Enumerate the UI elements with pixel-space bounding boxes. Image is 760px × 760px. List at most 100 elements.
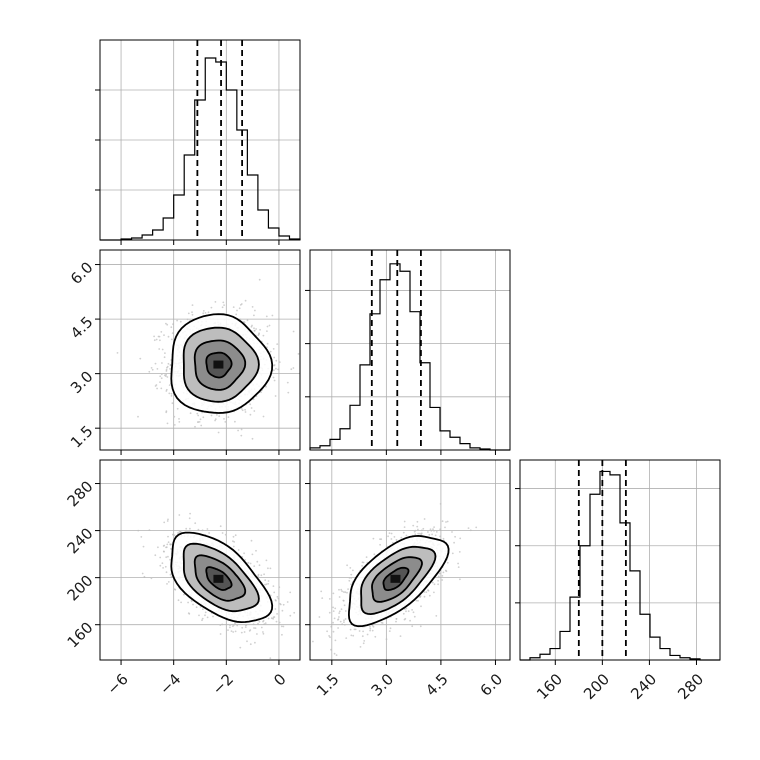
scatter-point	[343, 621, 345, 623]
scatter-point	[338, 616, 340, 618]
scatter-point	[221, 623, 224, 626]
scatter-point	[230, 630, 233, 632]
scatter-point	[252, 398, 255, 401]
scatter-point	[168, 392, 171, 395]
scatter-point	[330, 648, 332, 651]
scatter-point	[264, 583, 266, 586]
scatter-point	[259, 328, 261, 331]
scatter-point	[202, 310, 205, 312]
scatter-point	[164, 565, 167, 568]
scatter-point	[431, 533, 433, 536]
scatter-point	[153, 335, 156, 338]
scatter-point	[154, 362, 157, 365]
scatter-point	[342, 599, 345, 602]
scatter-point	[163, 374, 166, 377]
scatter-point	[272, 348, 275, 350]
y-tick-label: 6.0	[67, 258, 97, 288]
scatter-point	[334, 607, 337, 610]
scatter-point	[433, 530, 435, 532]
scatter-point	[353, 628, 356, 631]
y-tick-label: 240	[64, 524, 97, 557]
x-tick-label: 3.0	[368, 670, 398, 700]
scatter-point	[187, 601, 190, 604]
scatter-point	[158, 335, 161, 338]
x-tick-label: 200	[580, 670, 613, 703]
scatter-point	[262, 632, 265, 635]
scatter-point	[423, 591, 426, 593]
scatter-point	[373, 553, 376, 556]
scatter-point	[217, 431, 220, 434]
scatter-point	[171, 332, 174, 334]
x-tick-label: 280	[674, 670, 707, 703]
histogram-bars	[309, 263, 510, 451]
scatter-point	[286, 601, 289, 603]
scatter-point	[442, 537, 445, 540]
scatter-point	[279, 602, 281, 605]
scatter-point	[333, 652, 336, 655]
scatter-point	[445, 521, 447, 523]
scatter-point	[199, 418, 202, 421]
scatter-point	[188, 517, 191, 520]
scatter-point	[250, 539, 253, 542]
scatter-point	[172, 533, 174, 536]
scatter-point	[254, 641, 256, 644]
scatter-point	[275, 367, 277, 370]
scatter-point	[177, 599, 180, 602]
scatter-point	[165, 322, 167, 325]
scatter-point	[326, 630, 328, 633]
scatter-point	[204, 312, 207, 314]
scatter-point	[332, 630, 335, 633]
scatter-point	[372, 625, 375, 628]
scatter-point	[433, 526, 435, 528]
scatter-point	[201, 617, 204, 620]
scatter-point	[241, 626, 244, 629]
scatter-point	[287, 391, 290, 394]
scatter-point	[204, 611, 207, 614]
scatter-point	[381, 622, 384, 624]
scatter-point	[257, 334, 260, 337]
scatter-point	[282, 603, 285, 606]
scatter-point	[166, 323, 169, 326]
scatter-point	[444, 569, 447, 572]
scatter-point	[168, 384, 171, 386]
scatter-point	[346, 591, 348, 594]
scatter-point	[166, 365, 169, 368]
scatter-point	[347, 588, 349, 590]
scatter-point	[379, 543, 381, 546]
scatter-point	[469, 529, 472, 532]
scatter-point	[278, 586, 281, 589]
scatter-point	[281, 633, 283, 636]
scatter-point	[344, 591, 347, 594]
density-frame	[309, 459, 511, 661]
scatter-point	[248, 630, 251, 632]
scatter-point	[293, 611, 296, 614]
scatter-point	[236, 309, 238, 312]
scatter-point	[417, 528, 419, 531]
scatter-point	[165, 390, 168, 392]
scatter-point	[207, 311, 210, 314]
scatter-point	[338, 612, 341, 614]
scatter-point	[176, 319, 179, 322]
scatter-point	[249, 562, 252, 565]
scatter-point	[167, 335, 170, 338]
scatter-point	[421, 529, 423, 532]
scatter-point	[258, 564, 261, 567]
scatter-point	[290, 368, 293, 371]
scatter-point	[191, 311, 193, 314]
density-panel-0-1	[95, 249, 301, 455]
scatter-point	[262, 619, 265, 622]
scatter-point	[219, 633, 222, 635]
density-frame	[99, 249, 301, 451]
scatter-point	[166, 543, 169, 546]
scatter-point	[349, 628, 352, 631]
scatter-point	[232, 545, 235, 548]
scatter-point	[194, 425, 196, 428]
scatter-point	[165, 556, 168, 559]
scatter-point	[255, 328, 257, 330]
scatter-point	[399, 635, 402, 637]
scatter-point	[176, 407, 179, 410]
scatter-point	[200, 424, 203, 427]
scatter-point	[187, 612, 190, 614]
scatter-point	[249, 643, 252, 646]
scatter-point	[156, 387, 159, 390]
